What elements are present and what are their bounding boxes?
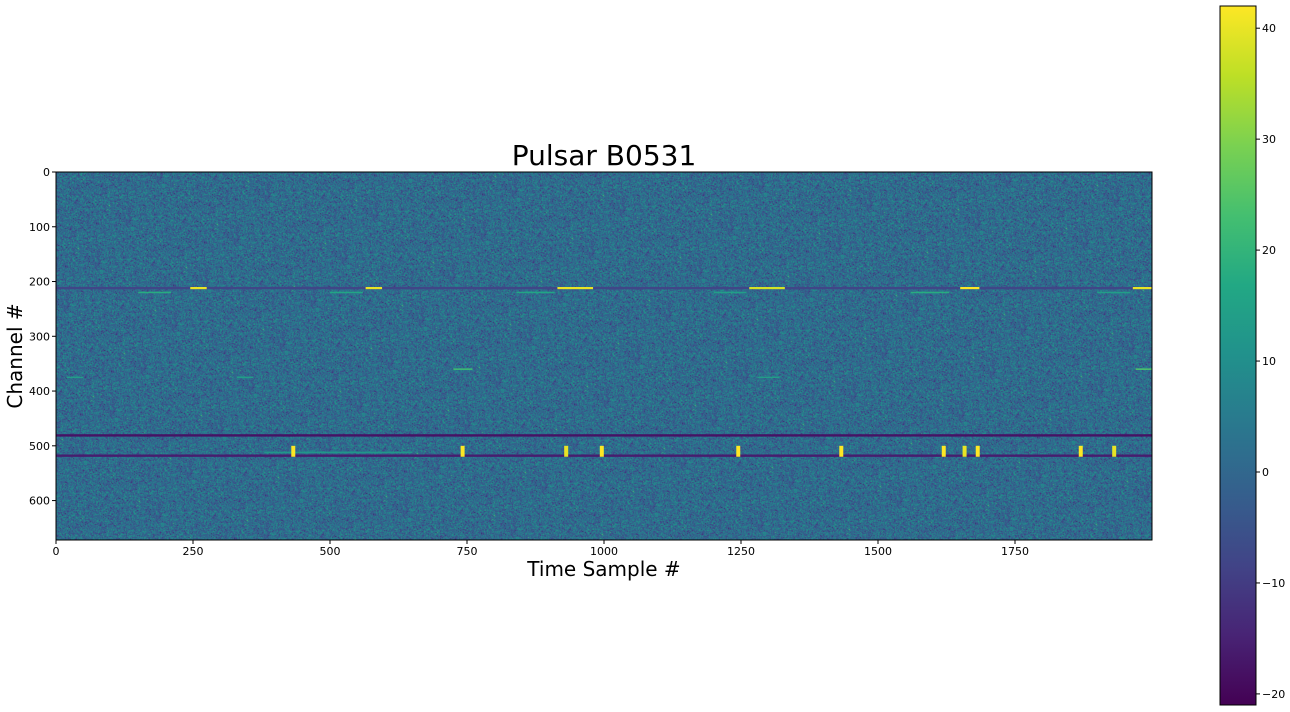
colorbar-tick-label: −10 <box>1262 577 1285 590</box>
y-tick-label: 100 <box>29 221 50 234</box>
colorbar-tick-label: −20 <box>1262 688 1285 701</box>
bright-streak <box>960 286 980 290</box>
colorbar-tick-label: 20 <box>1262 244 1276 257</box>
y-tick-label: 600 <box>29 495 50 508</box>
faint-streak <box>330 291 363 294</box>
pulse-mark <box>460 445 465 457</box>
faint-streak <box>264 451 413 454</box>
pulse-mark <box>839 445 844 457</box>
x-tick-label: 1000 <box>590 545 618 558</box>
x-tick-label: 1250 <box>727 545 755 558</box>
bright-streak <box>365 286 383 290</box>
x-tick-label: 250 <box>183 545 204 558</box>
y-axis: 0 100 200 300 400 500 600 <box>29 166 56 508</box>
x-tick-label: 1500 <box>864 545 892 558</box>
dark-channel-line <box>56 286 1152 290</box>
dark-channel-line <box>56 434 1152 437</box>
pulse-mark <box>962 445 967 457</box>
colorbar-tick-label: 40 <box>1262 22 1276 35</box>
pulse-mark <box>1112 445 1117 457</box>
faint-streak <box>757 376 780 379</box>
bright-streak <box>749 286 785 290</box>
y-tick-label: 200 <box>29 276 50 289</box>
colorbar-tick-label: 30 <box>1262 133 1276 146</box>
colorbar: −20 −10 0 10 20 30 40 <box>1219 5 1285 706</box>
faint-streak <box>138 291 172 294</box>
bright-streak <box>1132 286 1152 290</box>
heatmap-raster <box>56 172 1152 540</box>
y-axis-label: Channel # <box>3 303 27 408</box>
bright-streak <box>557 286 594 290</box>
faint-streak <box>713 291 747 294</box>
pulse-mark <box>941 445 946 457</box>
x-axis-label: Time Sample # <box>526 557 680 581</box>
pulse-mark <box>736 445 741 457</box>
dark-channel-line <box>56 454 1152 457</box>
x-tick-label: 1750 <box>1001 545 1029 558</box>
faint-streak <box>516 291 555 294</box>
faint-streak <box>910 291 950 294</box>
chart-title: Pulsar B0531 <box>512 139 697 172</box>
y-tick-label: 0 <box>43 166 50 179</box>
x-axis: 0 250 500 750 1000 1250 1500 1750 <box>53 540 1029 558</box>
colorbar-ticks: −20 −10 0 10 20 30 40 <box>1256 22 1285 701</box>
pulse-mark <box>599 445 604 457</box>
faint-streak <box>66 376 84 379</box>
y-tick-label: 400 <box>29 385 50 398</box>
pulse-mark <box>564 445 569 457</box>
x-tick-label: 750 <box>457 545 478 558</box>
pulse-mark <box>1078 445 1083 457</box>
colorbar-tick-label: 0 <box>1262 466 1269 479</box>
pulse-mark <box>291 445 296 457</box>
colorbar-gradient <box>1219 5 1257 706</box>
x-tick-label: 0 <box>53 545 60 558</box>
faint-streak <box>236 376 254 379</box>
x-tick-label: 500 <box>320 545 341 558</box>
y-tick-label: 300 <box>29 330 50 343</box>
faint-streak <box>1097 291 1131 294</box>
pulse-mark <box>975 445 980 457</box>
faint-streak <box>1135 368 1152 370</box>
colorbar-tick-label: 10 <box>1262 355 1276 368</box>
y-tick-label: 500 <box>29 440 50 453</box>
heatmap-image <box>56 172 1152 540</box>
bright-streak <box>190 286 207 290</box>
faint-streak <box>453 368 473 370</box>
